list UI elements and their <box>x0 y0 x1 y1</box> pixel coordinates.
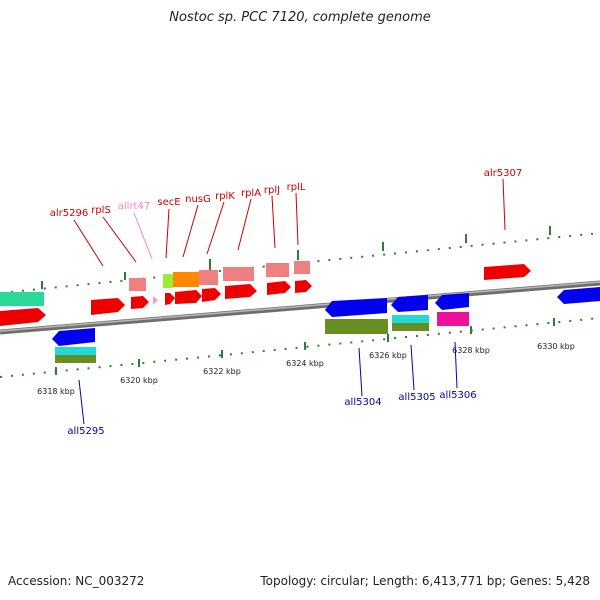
gene-arrow-nusG <box>175 290 202 304</box>
gene-label-rplL: rplL <box>287 182 306 193</box>
gene-block-pink <box>266 263 289 277</box>
gene-arrow-alr5307 <box>484 264 531 280</box>
gene-arrow-all5295 <box>52 328 95 346</box>
gene-block-olive <box>325 319 388 334</box>
gene-label-alr5307: alr5307 <box>484 168 522 179</box>
lower-tick-track <box>0 317 600 378</box>
gene-block-pink <box>294 261 310 274</box>
gene-block-secE-bar <box>163 274 173 288</box>
gene-arrow-rplL <box>295 280 312 293</box>
genome-backbone <box>0 280 600 335</box>
gene-block-nusG-bar <box>173 272 199 287</box>
gene-arrow-allrt47 <box>153 296 158 305</box>
gene-block-magenta <box>437 312 469 326</box>
gene-label-alr5296: alr5296 <box>50 208 88 219</box>
tick-label-6324: 6324 kbp <box>286 359 324 368</box>
gene-block-pink <box>223 267 254 281</box>
genome-title: Nostoc sp. PCC 7120, complete genome <box>169 10 431 25</box>
gene-arrow-rplS <box>131 296 149 309</box>
gene-arrow-right-edge <box>557 287 600 304</box>
major-ticks: 6318 kbp 6320 kbp 6322 kbp 6324 kbp 6326… <box>37 226 575 396</box>
tick-label-6318: 6318 kbp <box>37 387 75 396</box>
gene-label-rplS: rplS <box>91 205 111 216</box>
gene-label-rplA: rplA <box>241 188 261 199</box>
upper-tick-track <box>0 232 600 294</box>
gene-arrow-rplJ <box>267 281 291 295</box>
gene-label-all5305: all5305 <box>398 392 435 403</box>
tick-label-6330: 6330 kbp <box>537 342 575 351</box>
gene-label-rplJ: rplJ <box>264 185 280 196</box>
gene-arrow-secE <box>165 293 175 305</box>
gene-block-pink <box>129 278 146 291</box>
gene-label-all5304: all5304 <box>344 397 381 408</box>
gene-block-olive <box>392 323 429 331</box>
gene-label-allrt47: allrt47 <box>118 201 150 212</box>
gene-arrow-all5306 <box>435 293 469 310</box>
gene-label-all5306: all5306 <box>439 390 476 401</box>
gene-block-olive <box>55 355 96 363</box>
tick-label-6320: 6320 kbp <box>120 376 158 385</box>
tick-label-6328: 6328 kbp <box>452 346 490 355</box>
tick-label-6326: 6326 kbp <box>369 351 407 360</box>
label-connectors <box>73 178 506 425</box>
gene-label-rplK: rplK <box>215 191 235 202</box>
gene-arrow-rplK <box>202 288 221 302</box>
tick-label-6322: 6322 kbp <box>203 367 241 376</box>
gene-label-all5295: all5295 <box>67 426 104 437</box>
gene-block-teal <box>0 292 44 306</box>
accession-text: Accession: NC_003272 <box>8 574 145 588</box>
gene-block-cyan <box>55 347 96 355</box>
gene-label-nusG: nusG <box>185 194 211 205</box>
gene-arrow-red <box>0 308 46 326</box>
gene-block-cyan <box>392 315 429 323</box>
gene-labels: alr5296 rplS allrt47 secE nusG rplK rplA… <box>50 168 522 437</box>
gene-label-secE: secE <box>157 197 180 208</box>
gene-arrow-alr5296 <box>91 298 125 315</box>
gene-block-pink <box>199 270 218 285</box>
reverse-genes <box>52 287 600 363</box>
genome-summary-text: Topology: circular; Length: 6,413,771 bp… <box>260 574 590 588</box>
forward-genes <box>0 261 531 326</box>
gene-arrow-rplA <box>225 284 257 299</box>
gene-arrow-all5304 <box>325 298 387 317</box>
gene-arrow-all5305 <box>391 295 428 312</box>
